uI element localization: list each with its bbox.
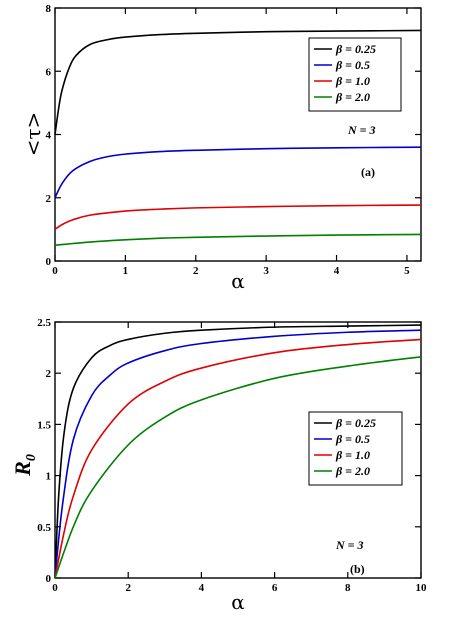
x-axis-label-b: α	[231, 590, 245, 614]
x-tick-label-b-2: 4	[199, 582, 205, 594]
legend-label-a-2: β = 1.0	[335, 74, 370, 88]
series-line-b-3	[54, 356, 422, 579]
y-axis-label-b-sub: 0	[24, 454, 39, 461]
x-axis-label-a: α	[231, 269, 245, 293]
x-tick-label-a-1: 1	[123, 265, 129, 277]
y-tick-label-b-5: 2.5	[37, 317, 51, 329]
legend-label-b-0: β = 0.25	[335, 416, 376, 430]
y-tick-label-b-3: 1.5	[37, 419, 51, 431]
series-line-b-2	[54, 338, 422, 579]
axis-ticks-a: 0 1 2 3 4 5 0 2 4 6 8	[46, 3, 421, 277]
legend-label-a-1: β = 0.5	[335, 58, 370, 72]
n-annotation-a: N = 3	[347, 123, 376, 137]
x-tick-label-a-2: 2	[193, 265, 199, 277]
legend-frame-b	[308, 411, 403, 486]
axis-ticks-b: 0 2 4 6 8 10 0 0.5 1 1.5 2 2.5	[37, 317, 427, 594]
series-lines-a	[54, 29, 422, 246]
x-tick-label-a-3: 3	[263, 265, 269, 277]
panel-label-a: (a)	[361, 165, 375, 179]
x-tick-label-a-0: 0	[52, 265, 58, 277]
x-tick-label-b-5: 10	[416, 582, 428, 594]
y-tick-label-a-3: 6	[46, 66, 52, 78]
x-tick-label-b-1: 2	[125, 582, 131, 594]
legend-label-b-3: β = 2.0	[335, 464, 370, 478]
y-tick-label-b-0: 0	[46, 573, 52, 585]
legend-b: β = 0.25 β = 0.5 β = 1.0 β = 2.0	[308, 411, 403, 486]
y-tick-label-b-4: 2	[46, 368, 52, 380]
x-tick-label-b-3: 6	[272, 582, 278, 594]
x-tick-label-b-0: 0	[52, 582, 58, 594]
series-lines-b	[54, 324, 422, 579]
y-axis-label-a: <τ>	[21, 112, 45, 157]
y-tick-label-a-1: 2	[46, 193, 52, 205]
y-tick-label-b-1: 0.5	[37, 522, 51, 534]
n-annotation-b: N = 3	[335, 538, 364, 552]
legend-label-b-1: β = 0.5	[335, 432, 370, 446]
series-line-a-0	[54, 29, 422, 135]
series-line-b-1	[54, 329, 422, 579]
y-axis-label-b: R0	[10, 454, 39, 477]
y-axis-label-b-text: R0	[10, 454, 39, 477]
panel-a: 0 1 2 3 4 5 0 2 4 6 8 α <τ> β = 0.25 β = 0.5 β = 1.0…	[21, 3, 422, 293]
legend-a: β = 0.25 β = 0.5 β = 1.0 β = 2.0	[308, 37, 402, 112]
y-tick-label-b-2: 1	[46, 471, 52, 483]
series-line-b-0	[54, 324, 422, 579]
x-tick-label-a-4: 4	[334, 265, 340, 277]
series-line-a-1	[54, 146, 422, 199]
x-tick-label-a-5: 5	[404, 265, 410, 277]
legend-frame-a	[308, 37, 402, 112]
y-tick-label-a-0: 0	[46, 256, 52, 268]
y-tick-label-a-2: 4	[46, 130, 52, 142]
x-tick-label-b-4: 8	[345, 582, 351, 594]
legend-label-a-0: β = 0.25	[335, 42, 376, 56]
plot-frame-b	[54, 321, 422, 579]
panel-label-b: (b)	[350, 562, 365, 576]
series-line-a-2	[54, 204, 422, 231]
y-tick-label-a-4: 8	[46, 3, 52, 15]
series-line-a-3	[54, 233, 422, 246]
y-axis-label-b-main: R	[10, 461, 35, 477]
legend-label-a-3: β = 2.0	[335, 90, 370, 104]
legend-label-b-2: β = 1.0	[335, 448, 370, 462]
